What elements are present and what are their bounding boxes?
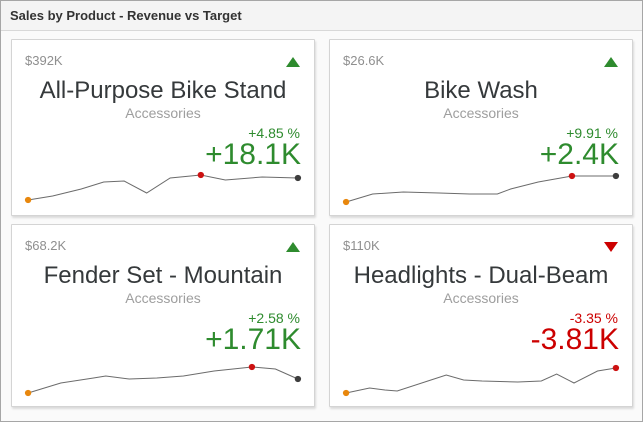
sparkline-chart: [24, 171, 302, 204]
kpi-card-headlights-dual-beam[interactable]: $110K Headlights - Dual-Beam Accessories…: [329, 224, 633, 407]
kpi-card-bike-wash[interactable]: $26.6K Bike Wash Accessories +9.91 % +2.…: [329, 39, 633, 216]
kpi-card-fender-set-mountain[interactable]: $68.2K Fender Set - Mountain Accessories…: [11, 224, 315, 407]
trend-up-icon: [604, 57, 618, 67]
revenue-value: $26.6K: [343, 53, 385, 68]
category-label: Accessories: [125, 105, 201, 121]
product-title: Bike Wash: [424, 77, 538, 104]
product-title: Headlights - Dual-Beam: [353, 262, 609, 289]
revenue-value: $68.2K: [25, 238, 67, 253]
category-label: Accessories: [443, 105, 519, 121]
revenue-value: $110K: [343, 238, 380, 253]
sparkline-chart: [24, 363, 302, 397]
delta-percent: +4.85 %: [248, 125, 300, 141]
trend-up-icon: [286, 242, 300, 252]
trend-up-icon: [286, 57, 300, 67]
delta-value: +1.71K: [205, 323, 301, 356]
trend-down-icon: [604, 242, 618, 252]
panel-title: Sales by Product - Revenue vs Target: [1, 1, 642, 31]
delta-percent: +9.91 %: [566, 125, 618, 141]
product-title: Fender Set - Mountain: [43, 262, 283, 289]
delta-percent: +2.58 %: [248, 310, 300, 326]
delta-value: -3.81K: [530, 323, 619, 356]
sparkline-chart: [342, 364, 620, 397]
delta-value: +2.4K: [539, 138, 619, 171]
category-label: Accessories: [443, 290, 519, 306]
product-title: All-Purpose Bike Stand: [39, 77, 287, 104]
delta-value: +18.1K: [205, 138, 301, 171]
sparkline-chart: [342, 172, 620, 206]
kpi-card-all-purpose-bike-stand[interactable]: $392K All-Purpose Bike Stand Accessories…: [11, 39, 315, 216]
delta-percent: -3.35 %: [569, 310, 618, 326]
category-label: Accessories: [125, 290, 201, 306]
revenue-value: $392K: [25, 53, 63, 68]
